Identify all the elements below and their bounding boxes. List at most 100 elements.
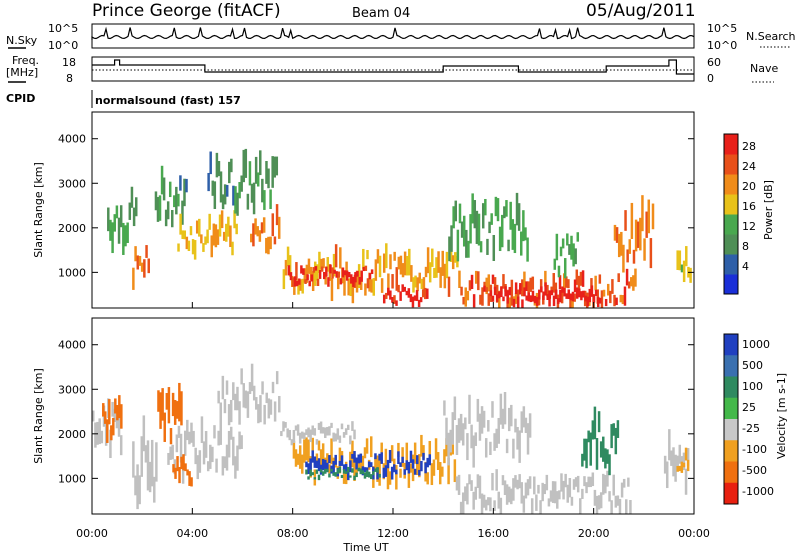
data-cell [525, 295, 528, 301]
data-cell [148, 461, 152, 493]
velocity-colorbar-tick: -100 [742, 443, 767, 456]
data-cell [566, 233, 569, 246]
data-cell [229, 399, 233, 423]
data-cell [275, 371, 279, 385]
data-cell [579, 271, 583, 286]
data-cell [294, 425, 298, 431]
data-cell [119, 435, 123, 456]
data-cell [303, 432, 306, 440]
velocity-colorbar-tick: 100 [742, 380, 763, 393]
data-cell [321, 471, 325, 476]
power-colorbar-tick: 8 [742, 240, 749, 253]
data-cell [403, 286, 406, 292]
data-cell [259, 150, 262, 176]
data-cell [248, 161, 252, 186]
data-cell [222, 231, 226, 241]
data-cell [217, 161, 221, 177]
data-cell [489, 290, 493, 297]
data-cell [495, 469, 498, 491]
data-cell [422, 452, 425, 461]
data-cell [422, 445, 425, 459]
data-cell [213, 181, 217, 209]
data-cell [460, 221, 464, 238]
data-cell [457, 474, 461, 495]
data-cell [435, 257, 438, 278]
data-cell [523, 287, 526, 297]
data-cell [316, 264, 319, 281]
data-cell [612, 474, 615, 496]
data-cell [234, 186, 237, 214]
data-cell [338, 466, 342, 473]
data-cell [478, 413, 482, 441]
data-cell [575, 269, 579, 285]
data-cell [138, 255, 142, 266]
data-cell [183, 178, 186, 207]
data-cell [376, 467, 379, 480]
data-cell [609, 290, 612, 304]
data-cell [548, 290, 552, 299]
velocity-colorbar-tick: -500 [742, 464, 767, 477]
data-cell [541, 482, 544, 502]
data-cell [211, 180, 215, 196]
data-cell [321, 443, 325, 461]
data-cell [672, 447, 675, 477]
data-cell [256, 226, 259, 237]
data-cell [378, 453, 381, 461]
data-cell [524, 417, 528, 433]
data-cell [544, 270, 547, 287]
data-cell [378, 459, 381, 486]
data-cell [474, 432, 478, 446]
data-cell [364, 265, 368, 271]
data-cell [319, 469, 323, 473]
data-cell [344, 464, 348, 472]
data-cell [217, 390, 220, 404]
data-cell [569, 294, 572, 308]
data-cell [186, 469, 189, 476]
data-cell [330, 278, 334, 302]
data-cell [242, 383, 245, 408]
data-cell [347, 424, 350, 430]
data-cell [533, 295, 537, 304]
data-cell [542, 291, 545, 300]
data-cell [320, 266, 324, 272]
data-cell [189, 226, 193, 236]
data-cell [482, 494, 486, 508]
data-cell [372, 471, 375, 476]
data-cell [432, 459, 436, 476]
data-cell [602, 473, 605, 495]
data-cell [171, 444, 174, 460]
data-cell [514, 293, 518, 304]
velocity-colorbar-tick: -25 [742, 422, 760, 435]
x-axis-label: Time UT [342, 541, 388, 554]
data-cell [549, 490, 553, 502]
data-cell [209, 444, 212, 469]
data-cell [186, 419, 189, 441]
data-cell [537, 484, 540, 494]
data-cell [678, 465, 682, 472]
data-cell [169, 428, 173, 445]
data-cell [550, 289, 554, 296]
data-cell [286, 246, 290, 267]
data-cell [250, 183, 254, 203]
data-cell [307, 427, 310, 438]
data-cell [547, 498, 551, 507]
data-cell [668, 429, 671, 461]
data-cell [433, 267, 436, 279]
data-cell [498, 226, 502, 252]
data-cell [135, 197, 138, 217]
data-cell [240, 175, 243, 192]
data-cell [521, 299, 524, 308]
data-cell [596, 289, 599, 304]
data-cell [374, 259, 378, 281]
data-cell [223, 456, 227, 469]
data-cell [107, 207, 110, 232]
data-cell [502, 296, 505, 302]
data-cell [290, 439, 294, 446]
data-cell [595, 495, 599, 514]
data-cell [273, 236, 277, 245]
data-cell [271, 213, 275, 237]
data-cell [178, 382, 181, 422]
data-cell [233, 210, 236, 229]
data-cell [604, 298, 608, 307]
data-cell [434, 438, 438, 460]
